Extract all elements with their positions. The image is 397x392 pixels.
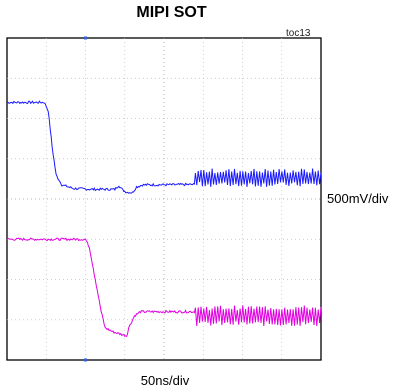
trigger-marker-bottom: [84, 358, 87, 362]
chart-title: MIPI SOT: [136, 4, 207, 21]
trigger-marker-top: [84, 36, 87, 40]
trace-1: [6, 100, 322, 194]
plot-grid: [7, 38, 321, 360]
trace-2: [6, 237, 322, 338]
vertical-scale-label: 500mV/div: [327, 191, 389, 206]
trace-group: [6, 100, 322, 338]
figure-id: toc13: [286, 28, 311, 39]
horizontal-scale-label: 50ns/div: [140, 373, 190, 388]
